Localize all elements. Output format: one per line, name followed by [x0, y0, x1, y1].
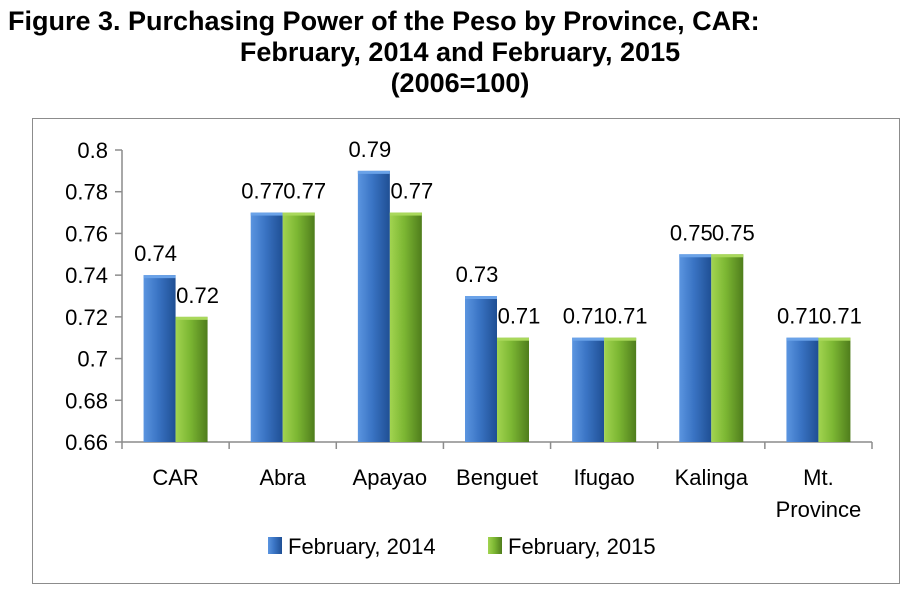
- bar-top-2015: [175, 316, 208, 320]
- title-line-1: Figure 3. Purchasing Power of the Peso b…: [8, 6, 760, 36]
- data-label: 0.75: [670, 220, 713, 245]
- bar-2014: [143, 275, 176, 442]
- data-label: 0.71: [563, 304, 606, 329]
- data-label: 0.72: [176, 283, 219, 308]
- y-tick-label: 0.72: [65, 305, 108, 330]
- bar-2015: [711, 254, 744, 442]
- y-tick-label: 0.7: [77, 347, 108, 372]
- x-category-label: Mt. Province: [776, 465, 862, 522]
- legend-swatch-2015: [488, 537, 502, 554]
- data-label: 0.73: [456, 262, 499, 287]
- bar-2014: [250, 212, 283, 442]
- bar-top-2014: [465, 296, 497, 299]
- x-category-label: Ifugao: [574, 465, 635, 490]
- x-category-label: Apayao: [353, 465, 428, 490]
- bar-2015: [497, 337, 529, 442]
- x-category-label-line: Mt.: [803, 465, 834, 490]
- bar-2015: [818, 337, 851, 442]
- data-label: 0.75: [712, 220, 755, 245]
- x-category-label: Kalinga: [675, 465, 749, 490]
- data-label: 0.71: [819, 304, 862, 329]
- data-label: 0.71: [605, 304, 648, 329]
- bar-2014: [572, 337, 605, 442]
- bar-2015: [175, 316, 208, 442]
- chart-title: Figure 3. Purchasing Power of the Peso b…: [0, 6, 920, 99]
- y-tick-label: 0.78: [65, 180, 108, 205]
- data-label: 0.74: [134, 241, 177, 266]
- x-category-label: Benguet: [456, 465, 538, 490]
- bar-2015: [604, 337, 637, 442]
- data-label: 0.71: [498, 304, 541, 329]
- bar-2014: [465, 296, 497, 442]
- bar-top-2015: [282, 212, 315, 216]
- y-tick-label: 0.8: [77, 138, 108, 163]
- x-category-label: Abra: [259, 465, 306, 490]
- bar-top-2014: [357, 170, 390, 174]
- legend-swatch-2014: [268, 537, 282, 554]
- bar-2015: [282, 212, 315, 442]
- bar-top-2015: [711, 254, 744, 258]
- bar-top-2015: [818, 337, 851, 341]
- y-tick-label: 0.74: [65, 263, 108, 288]
- x-category-label-line: Province: [776, 497, 862, 522]
- bar-2014: [786, 337, 819, 442]
- bar-2014: [357, 170, 390, 442]
- y-tick-label: 0.76: [65, 221, 108, 246]
- bar-top-2015: [389, 212, 422, 216]
- bar-top-2015: [604, 337, 637, 341]
- bar-2014: [679, 254, 712, 442]
- legend-label: February, 2014: [288, 534, 436, 559]
- title-line-3: (2006=100): [390, 68, 530, 98]
- x-category-label: CAR: [152, 465, 198, 490]
- bar-top-2014: [143, 275, 176, 279]
- y-tick-label: 0.68: [65, 388, 108, 413]
- data-label: 0.77: [390, 179, 433, 204]
- data-label: 0.71: [777, 304, 820, 329]
- bar-top-2014: [572, 337, 605, 341]
- y-tick-label: 0.66: [65, 430, 108, 455]
- bar-top-2014: [250, 212, 283, 216]
- data-label: 0.77: [241, 179, 284, 204]
- title-line-2: February, 2014 and February, 2015: [239, 37, 681, 67]
- bar-top-2015: [497, 337, 529, 341]
- data-label: 0.79: [348, 137, 391, 162]
- bar-top-2014: [679, 254, 712, 258]
- data-label: 0.77: [283, 179, 326, 204]
- bar-top-2014: [786, 337, 819, 341]
- legend-label: February, 2015: [508, 534, 656, 559]
- bar-2015: [389, 212, 422, 442]
